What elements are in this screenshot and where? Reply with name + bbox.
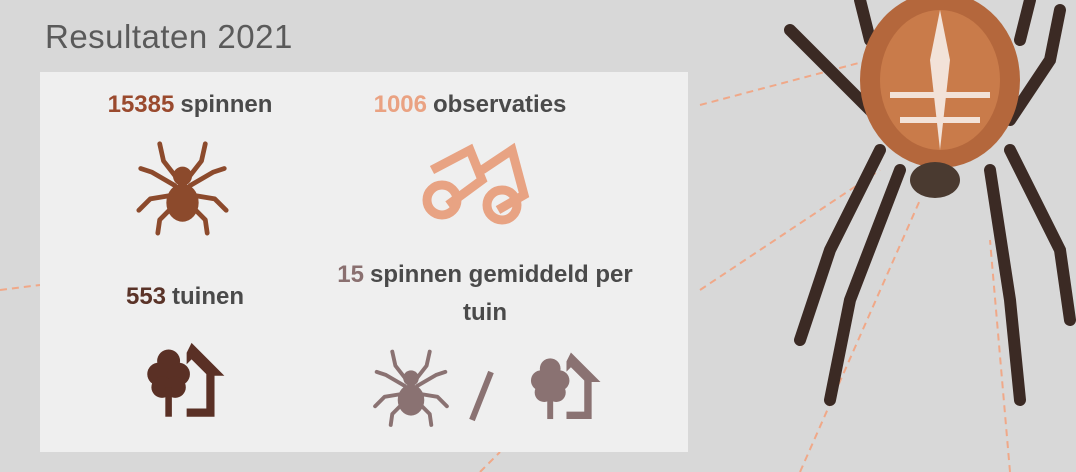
stat: 1006 observaties xyxy=(320,86,620,124)
title: Resultaten 2021 xyxy=(45,18,293,55)
stat: 15 spinnen gemiddeld per tuin xyxy=(320,256,650,332)
stat: 553 tuinen xyxy=(60,278,310,316)
stat-label: spinnen gemiddeld per tuin xyxy=(370,261,633,326)
stat-number: 15 xyxy=(337,261,364,288)
panel xyxy=(40,72,688,452)
stat-number: 553 xyxy=(125,283,167,310)
stat: 15385 spinnen xyxy=(60,86,320,124)
spider-photo xyxy=(784,0,1076,406)
stat-label: observaties xyxy=(432,91,567,118)
slash xyxy=(469,370,494,422)
web-lines xyxy=(0,59,1011,472)
stat-label: tuinen xyxy=(172,283,245,310)
stat-label: spinnen xyxy=(180,91,273,118)
stat-number: 15385 xyxy=(107,91,175,118)
stat-number: 1006 xyxy=(373,91,427,118)
binoculars-icon xyxy=(422,142,530,225)
